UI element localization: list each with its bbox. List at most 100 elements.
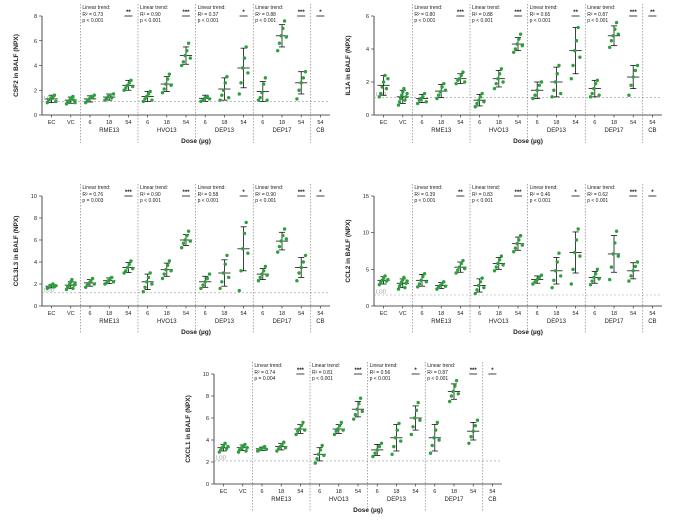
data-point [320,443,324,448]
data-point [433,428,438,432]
x-tick-label: 6 [420,120,423,126]
data-point [299,265,303,270]
trend-r2: R² = 0.88 [472,12,493,18]
data-point [179,63,184,68]
data-point [611,252,615,256]
data-point [148,89,152,94]
data-point [281,233,285,238]
data-point [92,93,97,97]
significance-marker: * [242,10,245,16]
data-point [297,271,301,275]
y-tick-label: 6 [366,14,369,20]
data-point [480,276,484,280]
x-tick-label: EC [48,120,56,126]
trend-r2: R² = 0.65 [530,12,551,18]
y-tick-label: 15 [363,194,369,200]
group-label: RME13 [431,319,452,325]
y-tick-label: 0 [34,113,37,119]
y-axis-label: CCL3L3 in BALF (NPX) [13,216,20,287]
trend-p: p < 0.001 [414,18,435,24]
data-point [404,95,408,99]
data-point [496,77,500,81]
significance-marker: *** [630,190,638,196]
x-axis-label: Dose (µg) [181,138,211,145]
data-point [188,56,193,60]
data-point [73,100,77,105]
data-point [379,91,383,96]
trend-title: Linear trend: [587,5,615,11]
data-point [375,448,379,452]
data-point [414,408,419,412]
data-point [164,82,168,86]
data-point [402,86,406,91]
data-point [265,273,269,277]
x-tick-label: 18 [553,311,559,317]
data-point [463,80,467,84]
trend-title: Linear trend: [414,185,442,191]
data-point [150,282,154,286]
data-point [185,233,189,238]
x-tick-label: 18 [393,489,399,495]
data-point [535,277,539,282]
data-point [471,429,475,433]
data-point [418,418,422,422]
data-point [301,76,306,80]
data-point [497,72,502,76]
data-point [480,91,484,96]
data-point [295,279,299,283]
data-point [416,400,420,405]
data-point [127,81,131,85]
significance-marker: * [651,190,654,196]
data-point [409,432,413,437]
data-point [422,272,427,276]
x-tick-label: EC [380,120,388,126]
data-point [403,98,407,102]
trend-title: Linear trend: [530,5,558,11]
data-point [473,105,477,109]
data-point [383,274,387,278]
data-point [165,263,170,267]
data-point [569,77,573,81]
data-point [220,93,224,97]
x-tick-label: 18 [451,489,457,495]
x-tick-label: VC [399,120,407,126]
data-point [607,45,612,50]
x-tick-label: VC [399,311,407,317]
x-tick-label: VC [239,489,247,495]
data-point [616,254,621,258]
data-point [494,81,498,86]
data-point [413,416,417,420]
x-tick-label: 54 [457,120,463,126]
data-point [218,286,222,291]
data-point [513,246,518,250]
y-axis-label: CSF2 in BALF (NPX) [13,34,20,97]
data-point [242,56,247,60]
data-point [377,444,382,449]
data-point [395,428,399,432]
data-point [45,100,49,105]
trend-r2: R² = 0.58 [198,192,219,198]
data-point [454,271,458,275]
significance-marker: *** [297,368,305,374]
data-point [237,92,241,96]
data-point [475,418,480,422]
data-point [578,55,582,59]
data-point [223,262,227,266]
significance-marker: * [242,190,245,196]
data-point [492,269,497,273]
x-tick-label: EC [220,489,228,495]
group-label: DEP17 [272,319,292,325]
data-point [124,86,128,90]
data-point [164,268,168,272]
x-tick-label: 54 [317,311,323,317]
data-point [456,392,461,396]
data-point [613,241,617,245]
x-tick-label: 18 [496,120,502,126]
data-point [315,457,319,461]
data-point [555,260,559,264]
data-point [457,77,462,81]
data-point [520,44,525,48]
data-point [239,81,243,85]
trend-r2: R² = 0.46 [530,192,551,198]
y-tick-label: 4 [34,260,37,266]
